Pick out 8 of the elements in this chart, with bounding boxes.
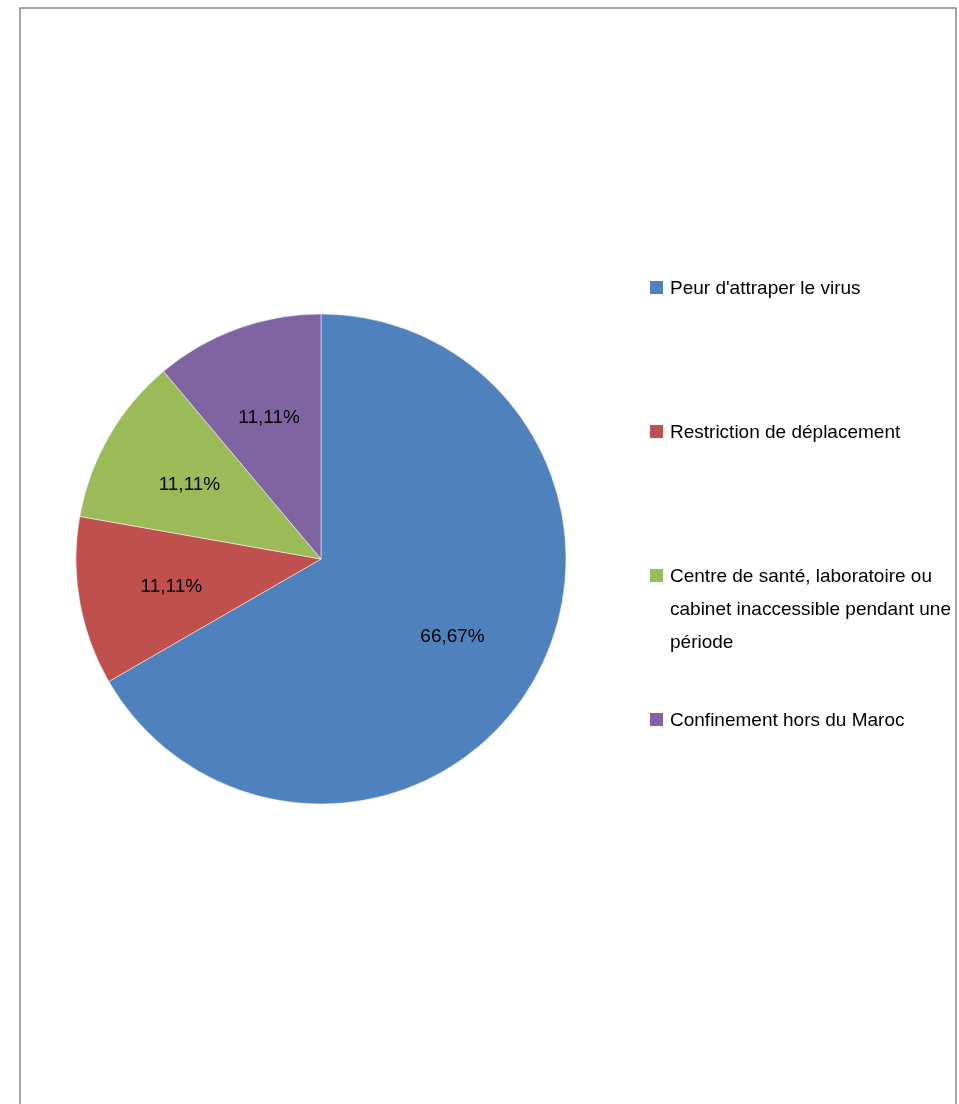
data-label: 66,67%	[420, 624, 485, 646]
legend-label: Confinement hors du Maroc	[670, 709, 905, 730]
data-label: 11,11%	[158, 472, 221, 494]
legend-label: Restriction de déplacement	[670, 421, 901, 442]
legend-label: Peur d'attraper le virus	[670, 277, 861, 298]
data-label: 11,11%	[140, 575, 203, 596]
legend-label: Centre de santé, laboratoire ou cabinet inaccessible pendant une période	[670, 565, 951, 652]
data-label: 11,11%	[238, 405, 300, 427]
